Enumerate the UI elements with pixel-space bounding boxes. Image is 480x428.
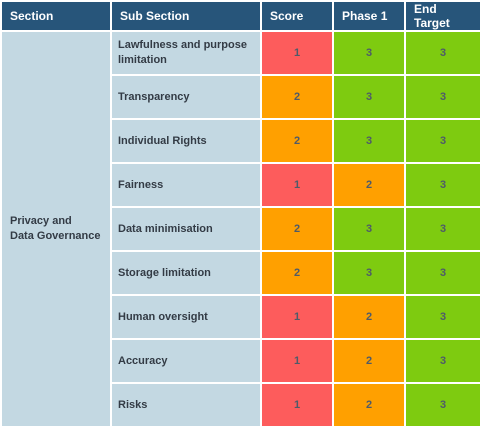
header-end-target: End Target: [406, 2, 480, 30]
phase-1-cell: 3: [334, 32, 404, 74]
score-cell: 1: [262, 164, 332, 206]
end-target-cell: 3: [406, 340, 480, 382]
table-row: Storage limitation 2 3 3: [2, 252, 480, 294]
sub-section-cell: Risks: [112, 384, 260, 426]
phase-1-cell: 2: [334, 340, 404, 382]
score-cell: 1: [262, 32, 332, 74]
table-row: Data minimisation 2 3 3: [2, 208, 480, 250]
header-row: Section Sub Section Score Phase 1 End Ta…: [2, 2, 480, 30]
phase-1-cell: 2: [334, 384, 404, 426]
header-sub-section: Sub Section: [112, 2, 260, 30]
table-row: Transparency 2 3 3: [2, 76, 480, 118]
phase-1-cell: 2: [334, 164, 404, 206]
section-name-line-2: Data Governance: [10, 230, 101, 242]
sub-section-cell: Storage limitation: [112, 252, 260, 294]
score-cell: 1: [262, 296, 332, 338]
phase-1-cell: 3: [334, 120, 404, 162]
header-phase-1: Phase 1: [334, 2, 404, 30]
sub-section-cell: Human oversight: [112, 296, 260, 338]
header-score: Score: [262, 2, 332, 30]
end-target-cell: 3: [406, 252, 480, 294]
end-target-cell: 3: [406, 384, 480, 426]
end-target-cell: 3: [406, 208, 480, 250]
sub-section-cell: Fairness: [112, 164, 260, 206]
end-target-cell: 3: [406, 32, 480, 74]
section-name-line-1: Privacy and: [10, 215, 72, 227]
score-cell: 2: [262, 208, 332, 250]
phase-1-cell: 3: [334, 208, 404, 250]
table-row: Individual Rights 2 3 3: [2, 120, 480, 162]
score-cell: 2: [262, 120, 332, 162]
sub-section-cell: Accuracy: [112, 340, 260, 382]
score-cell: 2: [262, 76, 332, 118]
end-target-cell: 3: [406, 120, 480, 162]
score-cell: 1: [262, 384, 332, 426]
score-cell: 2: [262, 252, 332, 294]
table-row: Privacy and Data Governance Lawfulness and…: [2, 32, 480, 426]
header-section: Section: [2, 2, 110, 30]
sub-section-cell: Transparency: [112, 76, 260, 118]
sub-section-cell: Individual Rights: [112, 120, 260, 162]
sub-section-cell: Data minimisation: [112, 208, 260, 250]
end-target-cell: 3: [406, 296, 480, 338]
table-row: Human oversight 1 2 3: [2, 296, 480, 338]
end-target-cell: 3: [406, 164, 480, 206]
phase-1-cell: 3: [334, 76, 404, 118]
score-cell: 1: [262, 340, 332, 382]
table-row: Fairness 1 2 3: [2, 164, 480, 206]
table-row: Accuracy 1 2 3: [2, 340, 480, 382]
section-cell: Privacy and Data Governance: [2, 32, 110, 426]
table-body: Privacy and Data Governance Lawfulness and…: [2, 32, 480, 426]
sub-section-cell: Lawfulness and purpose limitation: [112, 32, 260, 74]
end-target-cell: 3: [406, 76, 480, 118]
phase-1-cell: 3: [334, 252, 404, 294]
phase-1-cell: 2: [334, 296, 404, 338]
